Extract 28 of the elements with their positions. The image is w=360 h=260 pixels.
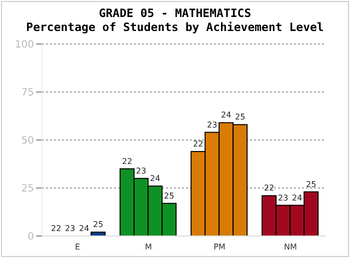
y-tick-label: 75 [21,88,34,99]
text: 25 [235,112,246,122]
text: 25 [306,180,316,189]
text: 24 [292,193,302,202]
text: 23 [207,120,218,130]
series-label: 23 [136,166,146,176]
bar [90,232,106,236]
text: 23 [278,193,288,202]
x-tick-label: M [145,242,152,252]
x-tick-label: PM [214,242,226,252]
text: 24 [79,224,90,233]
x-tick-label: E [74,242,80,252]
y-tick-label: 50 [21,136,34,147]
chart-subtitle: Percentage of Students by Achievement Level [25,20,325,34]
text: 24 [221,110,232,120]
text: 25 [164,191,174,200]
chart-title: GRADE 05 - MATHEMATICS [98,6,252,20]
y-tick-label: 25 [21,184,34,195]
series-label: 24 [150,174,160,184]
text: 23 [65,224,76,233]
y-tick-label: 100 [14,40,34,51]
text: 22 [51,224,62,233]
series-label: 22 [122,156,132,166]
text: 22 [264,184,274,193]
y-tick-label: 0 [28,232,34,243]
text: 22 [193,140,204,149]
x-tick-label: NM [284,242,298,252]
series-label: 25 [93,220,104,230]
